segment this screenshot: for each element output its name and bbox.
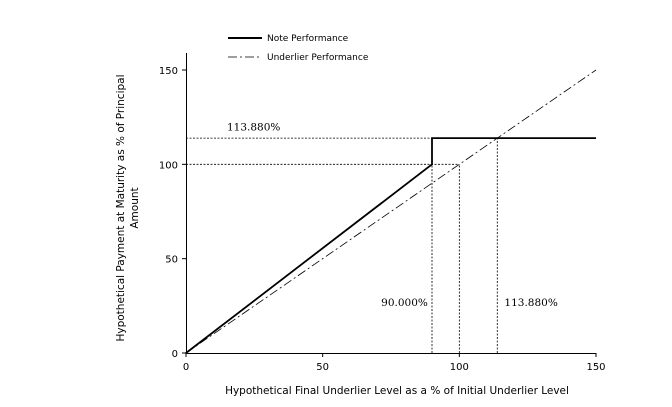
- y-tick-label: 150: [159, 66, 178, 77]
- y-axis-label-line-1: Hypothetical Payment at Maturity as % of…: [115, 74, 127, 341]
- legend: Note Performance Underlier Performance: [228, 34, 369, 63]
- annotation-label: 113.880%: [504, 297, 557, 309]
- series-line-note-performance: [185, 137, 596, 354]
- y-tick-label: 0: [172, 349, 178, 360]
- annotation-label: 113.880%: [227, 121, 280, 133]
- y-tick-label: 100: [159, 160, 178, 171]
- axes: [186, 53, 596, 354]
- annotation-label: 90.000%: [381, 297, 428, 309]
- x-tick-label: 150: [586, 362, 605, 373]
- series-line-underlier-performance: [185, 69, 597, 354]
- y-tick-label: 50: [165, 255, 178, 266]
- x-tick-label: 50: [316, 362, 329, 373]
- axis-ticks: 0 50 100 150 0 50 100 150: [159, 66, 606, 373]
- legend-label-note: Note Performance: [267, 34, 349, 44]
- x-tick-label: 0: [183, 362, 189, 373]
- x-axis-label: Hypothetical Final Underlier Level as a …: [225, 385, 569, 397]
- reference-lines: [186, 137, 498, 353]
- y-axis-label: Hypothetical Payment at Maturity as % of…: [115, 74, 141, 341]
- series-lines: [185, 69, 597, 354]
- y-axis-label-line-2: Amount: [129, 187, 141, 228]
- legend-label-underlier: Underlier Performance: [267, 53, 369, 63]
- x-tick-label: 100: [450, 362, 469, 373]
- annotations: 113.880% 90.000% 113.880%: [227, 121, 558, 308]
